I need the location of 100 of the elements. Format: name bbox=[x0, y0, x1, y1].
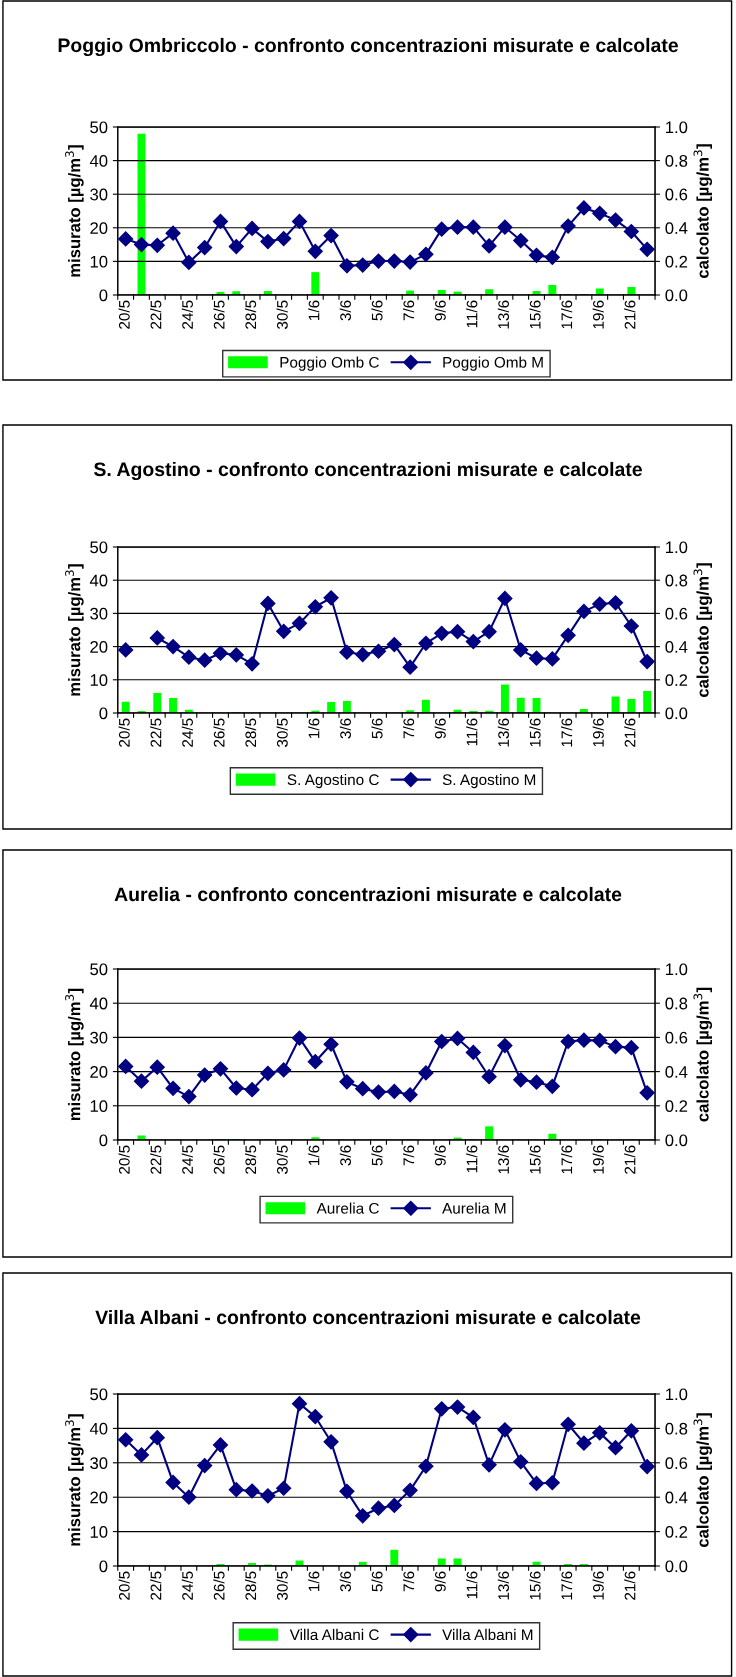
x-tick-label: 7/6 bbox=[402, 300, 415, 321]
y-tick-label: 30 bbox=[90, 1457, 108, 1469]
x-tick-label: 24/5 bbox=[181, 1571, 193, 1600]
x-tick-label: 24/5 bbox=[181, 300, 193, 329]
x-tick-label: 22/5 bbox=[150, 1571, 162, 1600]
y2-tick-label: 1.0 bbox=[666, 121, 688, 134]
x-tick-label: 15/6 bbox=[529, 718, 541, 747]
y-tick-label: 40 bbox=[89, 574, 108, 587]
legend-label: S. Agostino C bbox=[287, 773, 379, 789]
x-tick-label: 30/5 bbox=[276, 1145, 288, 1175]
y2-tick-label: 0.8 bbox=[665, 574, 688, 587]
y-tick-label: 10 bbox=[90, 674, 108, 686]
y-tick-label: 0 bbox=[99, 707, 108, 720]
legend-label: Aurelia M bbox=[442, 1202, 506, 1214]
x-tick-label: 11/6 bbox=[466, 1571, 478, 1599]
x-tick-label: 7/6 bbox=[402, 718, 415, 739]
x-tick-label: 19/6 bbox=[592, 718, 604, 747]
y-axis-title: misurato [µg/m$^{3}$] bbox=[65, 145, 84, 277]
x-tick-label: 9/6 bbox=[434, 1571, 446, 1592]
y2-tick-label: 0.6 bbox=[665, 188, 688, 201]
y2-axis-title: calcolato [µg/m$^{3}$] bbox=[693, 144, 713, 279]
y-axis-title: misurato [µg/m$^{3}$] bbox=[65, 988, 84, 1121]
y-tick-label: 40 bbox=[89, 997, 108, 1010]
x-tick-label: 1/6 bbox=[308, 300, 320, 320]
y-tick-label: 50 bbox=[90, 121, 108, 134]
x-tick-label: 17/6 bbox=[561, 1571, 573, 1600]
y2-tick-label: 0.8 bbox=[665, 155, 688, 167]
legend-label: S. Agostino M bbox=[442, 773, 536, 789]
y2-tick-label: 0.2 bbox=[665, 255, 688, 268]
y2-tick-label: 0.4 bbox=[665, 222, 688, 234]
x-tick-label: 17/6 bbox=[561, 300, 573, 329]
x-tick-label: 28/5 bbox=[244, 718, 257, 747]
x-tick-label: 15/6 bbox=[529, 1145, 541, 1174]
x-tick-label: 22/5 bbox=[150, 1145, 162, 1174]
x-tick-label: 5/6 bbox=[371, 300, 383, 321]
y-tick-label: 20 bbox=[90, 222, 108, 234]
x-tick-label: 11/6 bbox=[466, 1145, 478, 1173]
x-tick-label: 5/6 bbox=[371, 1145, 383, 1166]
y2-tick-label: 0.0 bbox=[665, 289, 688, 302]
y2-tick-label: 0.8 bbox=[665, 997, 688, 1010]
y-tick-label: 10 bbox=[90, 1100, 108, 1112]
x-tick-label: 26/5 bbox=[213, 300, 225, 329]
y2-tick-label: 0.0 bbox=[665, 1134, 688, 1147]
y2-tick-label: 0.6 bbox=[665, 1031, 688, 1044]
x-tick-label: 26/5 bbox=[213, 718, 225, 747]
x-tick-label: 19/6 bbox=[592, 1145, 604, 1174]
y2-tick-label: 0.2 bbox=[665, 674, 688, 686]
y2-tick-label: 0.4 bbox=[665, 1066, 688, 1078]
y2-tick-label: 1.0 bbox=[666, 1388, 688, 1401]
y-tick-label: 20 bbox=[90, 1491, 108, 1504]
x-tick-label: 13/6 bbox=[497, 1571, 510, 1600]
x-tick-label: 28/5 bbox=[244, 1145, 257, 1174]
y2-axis-title: calcolato [µg/m$^{3}$] bbox=[693, 563, 713, 698]
y-tick-label: 50 bbox=[90, 541, 108, 554]
x-tick-label: 30/5 bbox=[276, 300, 288, 330]
y2-tick-label: 0.8 bbox=[665, 1422, 688, 1435]
y2-tick-label: 0.4 bbox=[665, 1491, 688, 1504]
x-tick-label: 21/6 bbox=[624, 1571, 636, 1600]
x-tick-label: 28/5 bbox=[244, 1571, 257, 1600]
x-tick-label: 20/5 bbox=[118, 1571, 130, 1600]
x-tick-label: 24/5 bbox=[181, 718, 193, 747]
y-tick-label: 20 bbox=[90, 641, 108, 653]
y-tick-label: 20 bbox=[90, 1066, 108, 1078]
x-tick-label: 26/5 bbox=[213, 1571, 225, 1600]
x-tick-label: 13/6 bbox=[497, 300, 510, 329]
x-tick-label: 22/5 bbox=[150, 300, 162, 329]
legend-label: Villa Albani C bbox=[289, 1628, 379, 1641]
y-tick-label: 30 bbox=[90, 1031, 108, 1044]
x-tick-label: 30/5 bbox=[276, 1571, 288, 1601]
x-tick-label: 21/6 bbox=[624, 300, 636, 329]
x-tick-label: 28/5 bbox=[244, 300, 257, 329]
y2-tick-label: 0.2 bbox=[665, 1526, 688, 1538]
x-tick-label: 5/6 bbox=[371, 718, 383, 739]
x-tick-label: 17/6 bbox=[561, 718, 573, 747]
legend-label: Poggio Omb C bbox=[280, 356, 379, 371]
chart-title: Poggio Ombriccolo - confronto concentrazioni misurate e calcolate bbox=[58, 37, 678, 57]
x-tick-label: 1/6 bbox=[308, 718, 320, 738]
x-tick-label: 9/6 bbox=[434, 300, 446, 321]
y2-tick-label: 0.0 bbox=[665, 707, 688, 720]
x-tick-label: 11/6 bbox=[466, 300, 478, 328]
y-tick-label: 0 bbox=[99, 1560, 108, 1573]
x-tick-label: 3/6 bbox=[339, 1145, 351, 1166]
x-tick-label: 17/6 bbox=[561, 1145, 573, 1174]
y-axis-title: misurato [µg/m$^{3}$] bbox=[65, 1414, 84, 1546]
y2-tick-label: 0.0 bbox=[665, 1560, 688, 1573]
y2-tick-label: 0.4 bbox=[665, 641, 688, 653]
x-tick-label: 21/6 bbox=[624, 718, 636, 747]
y-tick-label: 40 bbox=[89, 155, 108, 167]
y-axis-title: misurato [µg/m$^{3}$] bbox=[65, 564, 84, 696]
y-tick-label: 0 bbox=[99, 289, 108, 302]
y2-tick-label: 1.0 bbox=[666, 963, 688, 976]
x-tick-label: 13/6 bbox=[497, 718, 510, 747]
y2-tick-label: 0.2 bbox=[665, 1100, 688, 1112]
y2-axis-title: calcolato [µg/m$^{3}$] bbox=[693, 987, 713, 1122]
y-tick-label: 50 bbox=[90, 1388, 108, 1401]
x-tick-label: 15/6 bbox=[529, 300, 541, 329]
x-tick-label: 1/6 bbox=[308, 1571, 320, 1591]
legend-label: Poggio Omb M bbox=[443, 356, 543, 371]
y2-axis-title: calcolato [µg/m$^{3}$] bbox=[693, 1413, 713, 1548]
y2-tick-label: 1.0 bbox=[666, 541, 688, 554]
